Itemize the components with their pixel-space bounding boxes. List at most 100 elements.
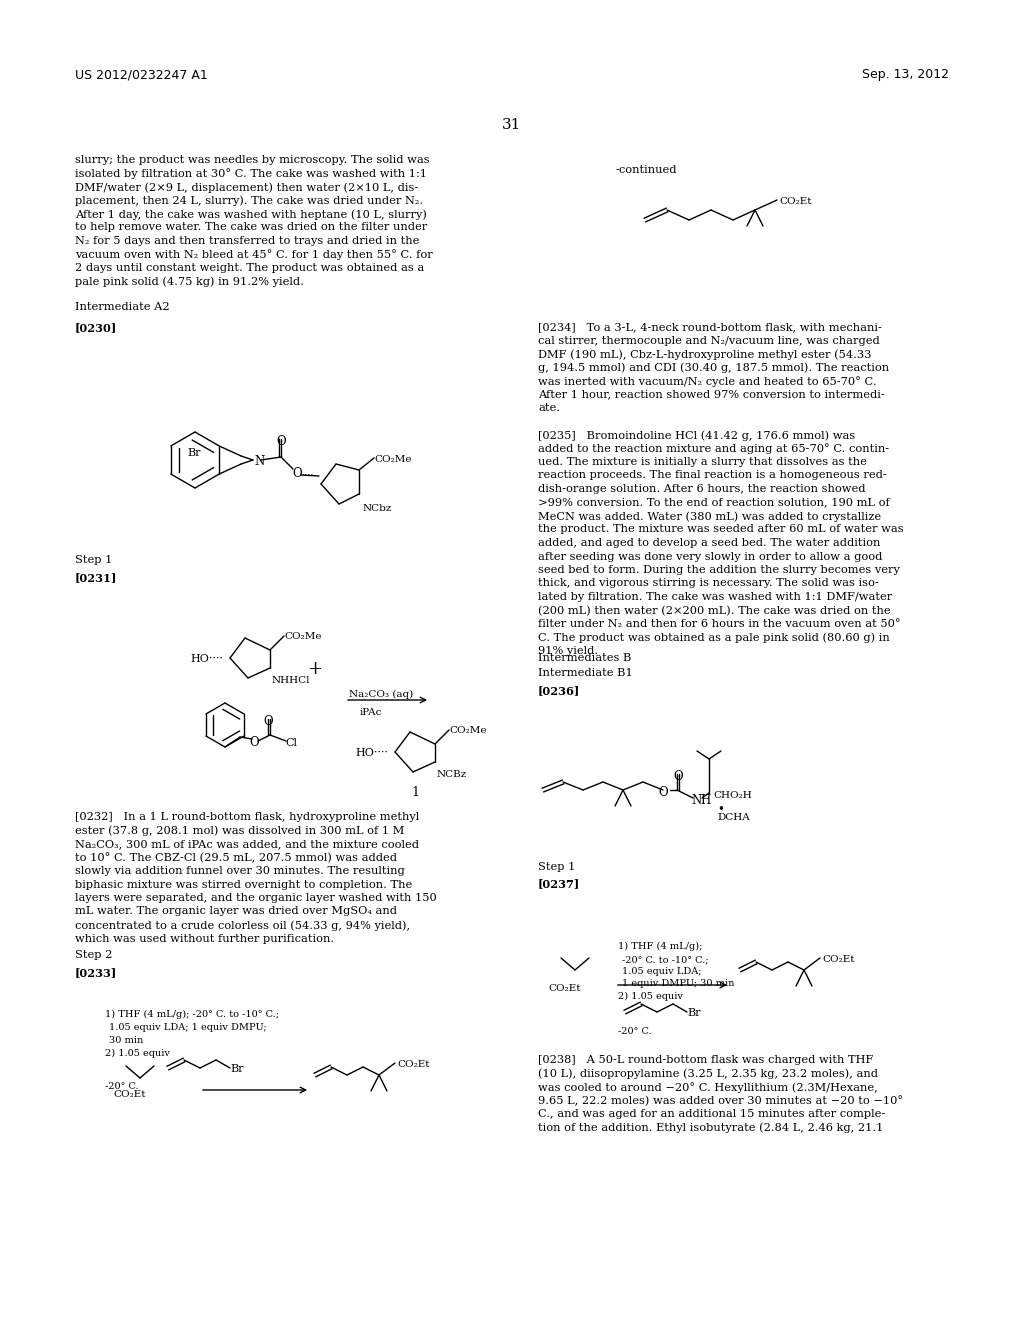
Text: biphasic mixture was stirred overnight to completion. The: biphasic mixture was stirred overnight t… [75,879,413,890]
Text: 9.65 L, 22.2 moles) was added over 30 minutes at −20 to −10°: 9.65 L, 22.2 moles) was added over 30 mi… [538,1096,903,1106]
Text: tion of the addition. Ethyl isobutyrate (2.84 L, 2.46 kg, 21.1: tion of the addition. Ethyl isobutyrate … [538,1122,884,1133]
Text: [0234]   To a 3-L, 4-neck round-bottom flask, with mechani-: [0234] To a 3-L, 4-neck round-bottom fla… [538,322,882,333]
Text: 31: 31 [503,117,521,132]
Text: US 2012/0232247 A1: US 2012/0232247 A1 [75,69,208,81]
Text: vacuum oven with N₂ bleed at 45° C. for 1 day then 55° C. for: vacuum oven with N₂ bleed at 45° C. for … [75,249,433,260]
Text: [0236]: [0236] [538,685,581,696]
Text: •: • [717,803,724,816]
Text: N₂ for 5 days and then transferred to trays and dried in the: N₂ for 5 days and then transferred to tr… [75,236,420,246]
Text: MeCN was added. Water (380 mL) was added to crystallize: MeCN was added. Water (380 mL) was added… [538,511,881,521]
Text: O: O [673,770,683,783]
Text: Br: Br [230,1064,244,1074]
Text: pale pink solid (4.75 kg) in 91.2% yield.: pale pink solid (4.75 kg) in 91.2% yield… [75,276,304,286]
Text: H: H [700,795,711,807]
Text: reaction proceeds. The final reaction is a homogeneous red-: reaction proceeds. The final reaction is… [538,470,887,480]
Text: added to the reaction mixture and aging at 65-70° C. contin-: added to the reaction mixture and aging … [538,444,889,454]
Text: CO₂Et: CO₂Et [549,983,582,993]
Text: NCBz: NCBz [437,770,467,779]
Text: isolated by filtration at 30° C. The cake was washed with 1:1: isolated by filtration at 30° C. The cak… [75,169,427,180]
Text: Step 1: Step 1 [538,862,575,873]
Text: [0237]: [0237] [538,878,581,888]
Text: Br: Br [687,1008,700,1018]
Text: [0238]   A 50-L round-bottom flask was charged with THF: [0238] A 50-L round-bottom flask was cha… [538,1055,873,1065]
Text: CO₂Et: CO₂Et [397,1060,429,1069]
Text: ate.: ate. [538,403,560,413]
Text: O: O [276,436,286,447]
Text: After 1 hour, reaction showed 97% conversion to intermedi-: After 1 hour, reaction showed 97% conver… [538,389,885,400]
Text: CO₂Et: CO₂Et [822,954,854,964]
Text: Step 1: Step 1 [75,554,113,565]
Text: ester (37.8 g, 208.1 mol) was dissolved in 300 mL of 1 M: ester (37.8 g, 208.1 mol) was dissolved … [75,825,404,836]
Text: [0230]: [0230] [75,322,118,333]
Text: added, and aged to develop a seed bed. The water addition: added, and aged to develop a seed bed. T… [538,539,881,548]
Text: after seeding was done very slowly in order to allow a good: after seeding was done very slowly in or… [538,552,883,561]
Text: CO₂Me: CO₂Me [449,726,486,735]
Text: CO₂Me: CO₂Me [284,632,322,642]
Text: 1: 1 [411,785,419,799]
Text: Intermediates B: Intermediates B [538,653,632,663]
Text: CHO₂H: CHO₂H [713,791,752,800]
Text: dish-orange solution. After 6 hours, the reaction showed: dish-orange solution. After 6 hours, the… [538,484,865,494]
Text: seed bed to form. During the addition the slurry becomes very: seed bed to form. During the addition th… [538,565,900,576]
Text: Br: Br [187,447,201,458]
Text: +: + [307,660,323,678]
Text: iPAc: iPAc [360,708,382,717]
Text: ued. The mixture is initially a slurry that dissolves as the: ued. The mixture is initially a slurry t… [538,457,867,467]
Text: to 10° C. The CBZ-Cl (29.5 mL, 207.5 mmol) was added: to 10° C. The CBZ-Cl (29.5 mL, 207.5 mmo… [75,853,397,863]
Text: (10 L), diisopropylamine (3.25 L, 2.35 kg, 23.2 moles), and: (10 L), diisopropylamine (3.25 L, 2.35 k… [538,1068,878,1078]
Text: Na₂CO₃ (aq): Na₂CO₃ (aq) [349,690,414,700]
Text: DMF/water (2×9 L, displacement) then water (2×10 L, dis-: DMF/water (2×9 L, displacement) then wat… [75,182,418,193]
Text: Cl: Cl [285,738,297,748]
Text: O: O [292,467,302,480]
Text: slurry; the product was needles by microscopy. The solid was: slurry; the product was needles by micro… [75,154,430,165]
Text: placement, then 24 L, slurry). The cake was dried under N₂.: placement, then 24 L, slurry). The cake … [75,195,423,206]
Text: 1 equiv DMPU; 30 min: 1 equiv DMPU; 30 min [622,979,734,987]
Text: CO₂Et: CO₂Et [779,197,811,206]
Text: C., and was aged for an additional 15 minutes after comple-: C., and was aged for an additional 15 mi… [538,1109,886,1119]
Text: [0235]   Bromoindoline HCl (41.42 g, 176.6 mmol) was: [0235] Bromoindoline HCl (41.42 g, 176.6… [538,430,855,441]
Text: 1.05 equiv LDA;: 1.05 equiv LDA; [622,968,701,975]
Text: Sep. 13, 2012: Sep. 13, 2012 [862,69,949,81]
Text: >99% conversion. To the end of reaction solution, 190 mL of: >99% conversion. To the end of reaction … [538,498,890,507]
Text: -20° C.: -20° C. [105,1082,138,1092]
Text: filter under N₂ and then for 6 hours in the vacuum oven at 50°: filter under N₂ and then for 6 hours in … [538,619,901,630]
Text: N: N [691,795,701,807]
Text: -20° C. to -10° C.;: -20° C. to -10° C.; [622,954,709,964]
Text: O: O [263,715,272,729]
Text: ····: ···· [301,471,313,480]
Text: Intermediate B1: Intermediate B1 [538,668,633,678]
Text: N: N [254,455,264,469]
Text: HO····: HO···· [190,653,223,664]
Text: 30 min: 30 min [109,1036,143,1045]
Text: CO₂Et: CO₂Et [114,1090,146,1100]
Text: [0231]: [0231] [75,572,118,583]
Text: 2 days until constant weight. The product was obtained as a: 2 days until constant weight. The produc… [75,263,424,273]
Text: slowly via addition funnel over 30 minutes. The resulting: slowly via addition funnel over 30 minut… [75,866,404,876]
Text: HO····: HO···· [355,748,388,758]
Text: Step 2: Step 2 [75,950,113,960]
Text: DMF (190 mL), Cbz-L-hydroxyproline methyl ester (54.33: DMF (190 mL), Cbz-L-hydroxyproline methy… [538,348,871,359]
Text: O: O [658,785,668,799]
Text: -continued: -continued [615,165,677,176]
Text: Na₂CO₃, 300 mL of iPAc was added, and the mixture cooled: Na₂CO₃, 300 mL of iPAc was added, and th… [75,840,419,849]
Text: thick, and vigorous stirring is necessary. The solid was iso-: thick, and vigorous stirring is necessar… [538,578,879,589]
Text: [0232]   In a 1 L round-bottom flask, hydroxyproline methyl: [0232] In a 1 L round-bottom flask, hydr… [75,812,419,822]
Text: the product. The mixture was seeded after 60 mL of water was: the product. The mixture was seeded afte… [538,524,903,535]
Text: CO₂Me: CO₂Me [374,455,412,465]
Text: (200 mL) then water (2×200 mL). The cake was dried on the: (200 mL) then water (2×200 mL). The cake… [538,606,891,616]
Text: layers were separated, and the organic layer washed with 150: layers were separated, and the organic l… [75,894,437,903]
Text: -20° C.: -20° C. [618,1027,651,1036]
Text: Intermediate A2: Intermediate A2 [75,302,170,312]
Text: 2) 1.05 equiv: 2) 1.05 equiv [105,1049,170,1059]
Text: which was used without further purification.: which was used without further purificat… [75,933,334,944]
Text: O: O [249,737,259,748]
Text: After 1 day, the cake was washed with heptane (10 L, slurry): After 1 day, the cake was washed with he… [75,209,427,219]
Text: NCbz: NCbz [362,504,392,513]
Text: g, 194.5 mmol) and CDI (30.40 g, 187.5 mmol). The reaction: g, 194.5 mmol) and CDI (30.40 g, 187.5 m… [538,363,889,374]
Text: was cooled to around −20° C. Hexyllithium (2.3M/Hexane,: was cooled to around −20° C. Hexyllithiu… [538,1082,878,1093]
Text: DCHA: DCHA [717,813,750,822]
Text: 2) 1.05 equiv: 2) 1.05 equiv [618,993,683,1001]
Text: [0233]: [0233] [75,968,118,978]
Text: lated by filtration. The cake was washed with 1:1 DMF/water: lated by filtration. The cake was washed… [538,591,892,602]
Text: 91% yield.: 91% yield. [538,645,598,656]
